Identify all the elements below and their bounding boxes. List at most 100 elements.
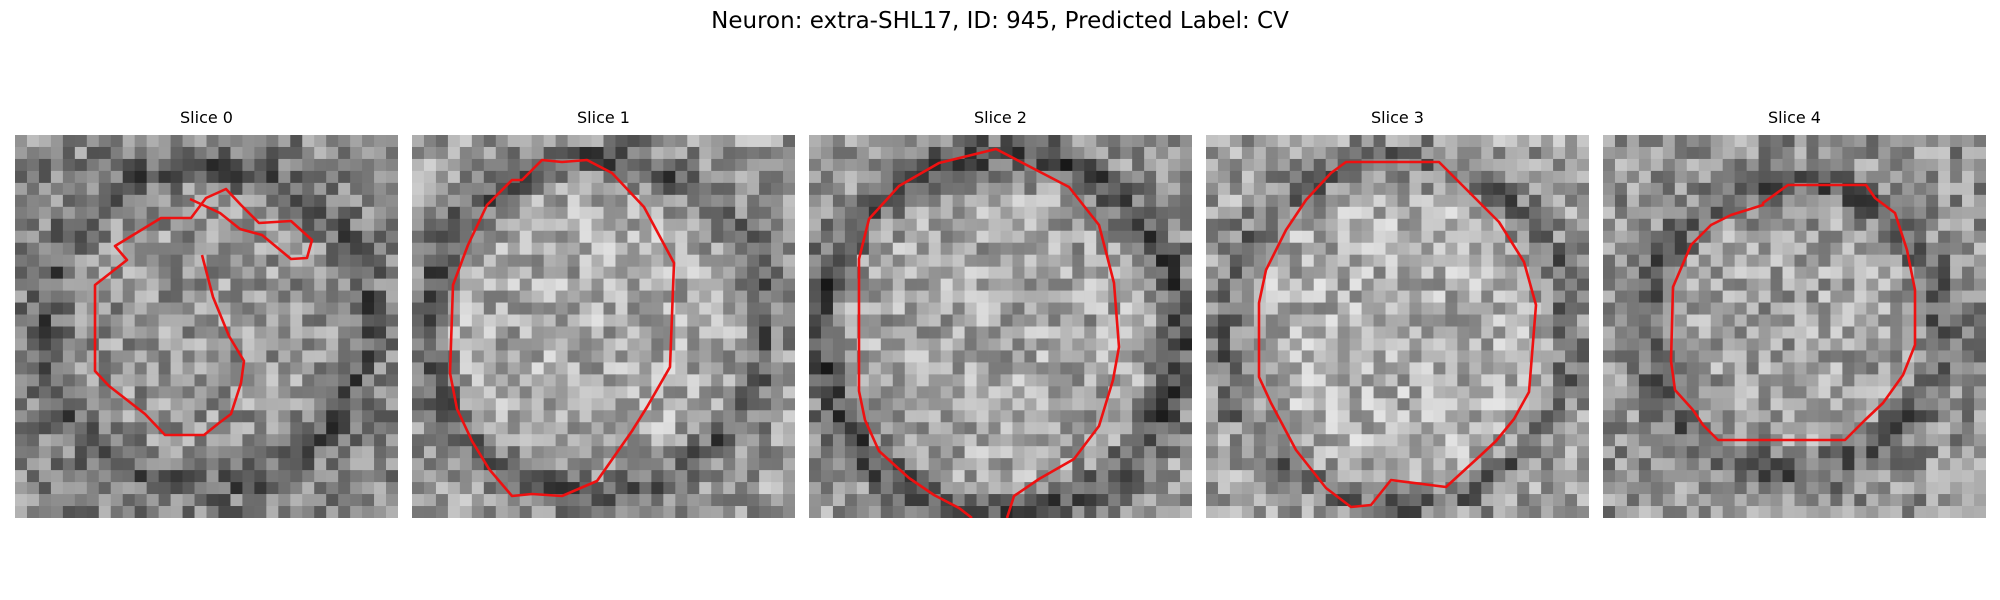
pixel (1168, 194, 1181, 208)
pixel (1806, 374, 1819, 387)
pixel (1758, 302, 1771, 315)
pixel (1806, 194, 1819, 208)
pixel (711, 494, 724, 507)
pixel (15, 182, 28, 196)
pixel (892, 386, 906, 399)
pixel (230, 158, 243, 172)
pixel (254, 170, 267, 184)
pixel (809, 494, 822, 507)
pixel (483, 350, 497, 363)
pixel (687, 278, 700, 291)
pixel (1614, 362, 1628, 375)
pixel (1481, 314, 1494, 327)
pixel (170, 446, 183, 459)
pixel (1217, 314, 1231, 327)
pixel (759, 410, 772, 423)
pixel (86, 374, 100, 387)
pixel (1120, 482, 1133, 495)
pixel (892, 242, 906, 256)
pixel (50, 158, 64, 172)
pixel (1325, 266, 1339, 280)
pixel (26, 278, 40, 291)
pixel (290, 194, 303, 208)
pixel (916, 434, 930, 447)
pixel (1734, 290, 1748, 303)
pixel (1770, 158, 1783, 172)
pixel (1962, 398, 1975, 411)
pixel (1277, 494, 1291, 507)
pixel (338, 386, 351, 399)
pixel (1120, 410, 1133, 423)
pixel (1577, 458, 1589, 471)
pixel (1229, 350, 1243, 363)
pixel (1818, 230, 1831, 244)
pixel (1108, 170, 1121, 184)
pixel (1024, 374, 1037, 387)
pixel (254, 362, 267, 375)
pixel (134, 326, 148, 339)
pixel (759, 350, 772, 363)
pixel (278, 314, 291, 327)
pixel (15, 506, 28, 518)
pixel (783, 314, 795, 327)
pixel (1505, 482, 1518, 495)
pixel (447, 410, 461, 423)
pixel (964, 242, 977, 256)
pixel (1794, 362, 1807, 375)
pixel (338, 326, 351, 339)
pixel (1722, 338, 1736, 351)
pixel (591, 410, 604, 423)
pixel (1385, 278, 1398, 291)
pixel (663, 242, 676, 256)
pixel (687, 410, 700, 423)
pixel (1734, 158, 1748, 172)
pixel (1974, 350, 1986, 363)
pixel (1206, 326, 1219, 339)
pixel (711, 446, 724, 459)
pixel (386, 350, 398, 363)
pixel (723, 135, 736, 148)
pixel (1974, 170, 1986, 184)
pixel (134, 290, 148, 303)
pixel (1373, 182, 1386, 196)
pixel (1409, 146, 1422, 160)
pixel (1722, 350, 1736, 363)
pixel (134, 230, 148, 244)
pixel (1385, 434, 1398, 447)
pixel (471, 146, 485, 160)
pixel (1746, 410, 1759, 423)
pixel (1036, 422, 1049, 435)
pixel (759, 135, 772, 148)
pixel (1914, 386, 1927, 399)
pixel (423, 266, 437, 280)
pixel (988, 494, 1001, 507)
pixel (1325, 398, 1339, 411)
pixel (1686, 422, 1700, 435)
pixel (26, 434, 40, 447)
pixel (423, 434, 437, 447)
pixel (1036, 434, 1049, 447)
pixel (230, 362, 243, 375)
pixel (314, 350, 327, 363)
pixel (1156, 422, 1169, 435)
pixel (1950, 158, 1963, 172)
pixel (1830, 230, 1843, 244)
pixel (290, 506, 303, 518)
pixel (1626, 362, 1640, 375)
pixel (1962, 434, 1975, 447)
pixel (687, 458, 700, 471)
pixel (1854, 434, 1867, 447)
pixel (771, 146, 784, 160)
pixel (844, 194, 858, 208)
pixel (1950, 278, 1963, 291)
pixel (1758, 362, 1771, 375)
pixel (1662, 434, 1676, 447)
pixel (627, 254, 640, 268)
pixel (1084, 158, 1097, 172)
pixel (134, 470, 148, 483)
pixel (1036, 338, 1049, 351)
pixel (26, 410, 40, 423)
pixel (928, 194, 942, 208)
pixel (1421, 470, 1434, 483)
pixel (1758, 326, 1771, 339)
